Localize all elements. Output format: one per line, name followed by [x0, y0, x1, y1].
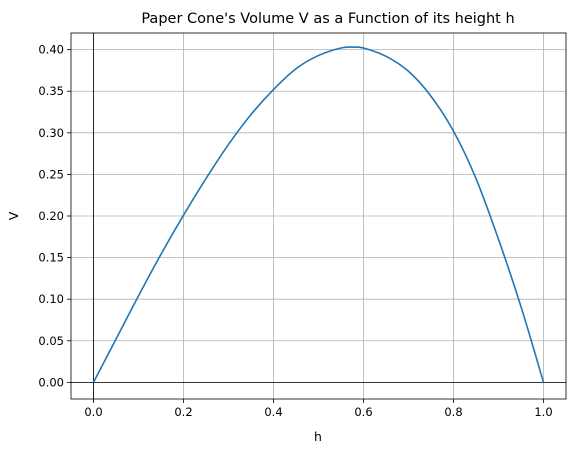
grid [71, 33, 566, 399]
y-tick-label: 0.10 [38, 292, 64, 306]
x-tick-label: 0.8 [444, 405, 462, 419]
y-tick-label: 0.15 [38, 251, 64, 265]
x-tick-label: 1.0 [534, 405, 552, 419]
y-tick-label: 0.05 [38, 334, 64, 348]
y-tick-label: 0.30 [38, 126, 64, 140]
chart-title: Paper Cone's Volume V as a Function of i… [141, 11, 514, 27]
y-tick-label: 0.20 [38, 209, 64, 223]
x-axis-label: h [314, 429, 322, 444]
x-tick-label: 0.2 [174, 405, 192, 419]
reference-lines [71, 33, 566, 399]
x-axis-ticks: 0.0 0.2 0.4 0.6 0.8 1.0 [84, 399, 553, 419]
x-tick-label: 0.4 [264, 405, 282, 419]
y-tick-label: 0.35 [38, 84, 64, 98]
y-tick-label: 0.40 [38, 43, 64, 57]
volume-curve-line [92, 46, 545, 383]
y-axis-label: V [6, 211, 21, 220]
y-tick-label: 0.00 [38, 375, 64, 389]
series-layer [92, 46, 545, 383]
y-axis-ticks: 0.00 0.05 0.10 0.15 0.20 0.25 0.30 0.35 0.40 [38, 43, 71, 389]
x-tick-label: 0.0 [84, 405, 102, 419]
y-tick-label: 0.25 [38, 167, 64, 181]
x-tick-label: 0.6 [354, 405, 372, 419]
